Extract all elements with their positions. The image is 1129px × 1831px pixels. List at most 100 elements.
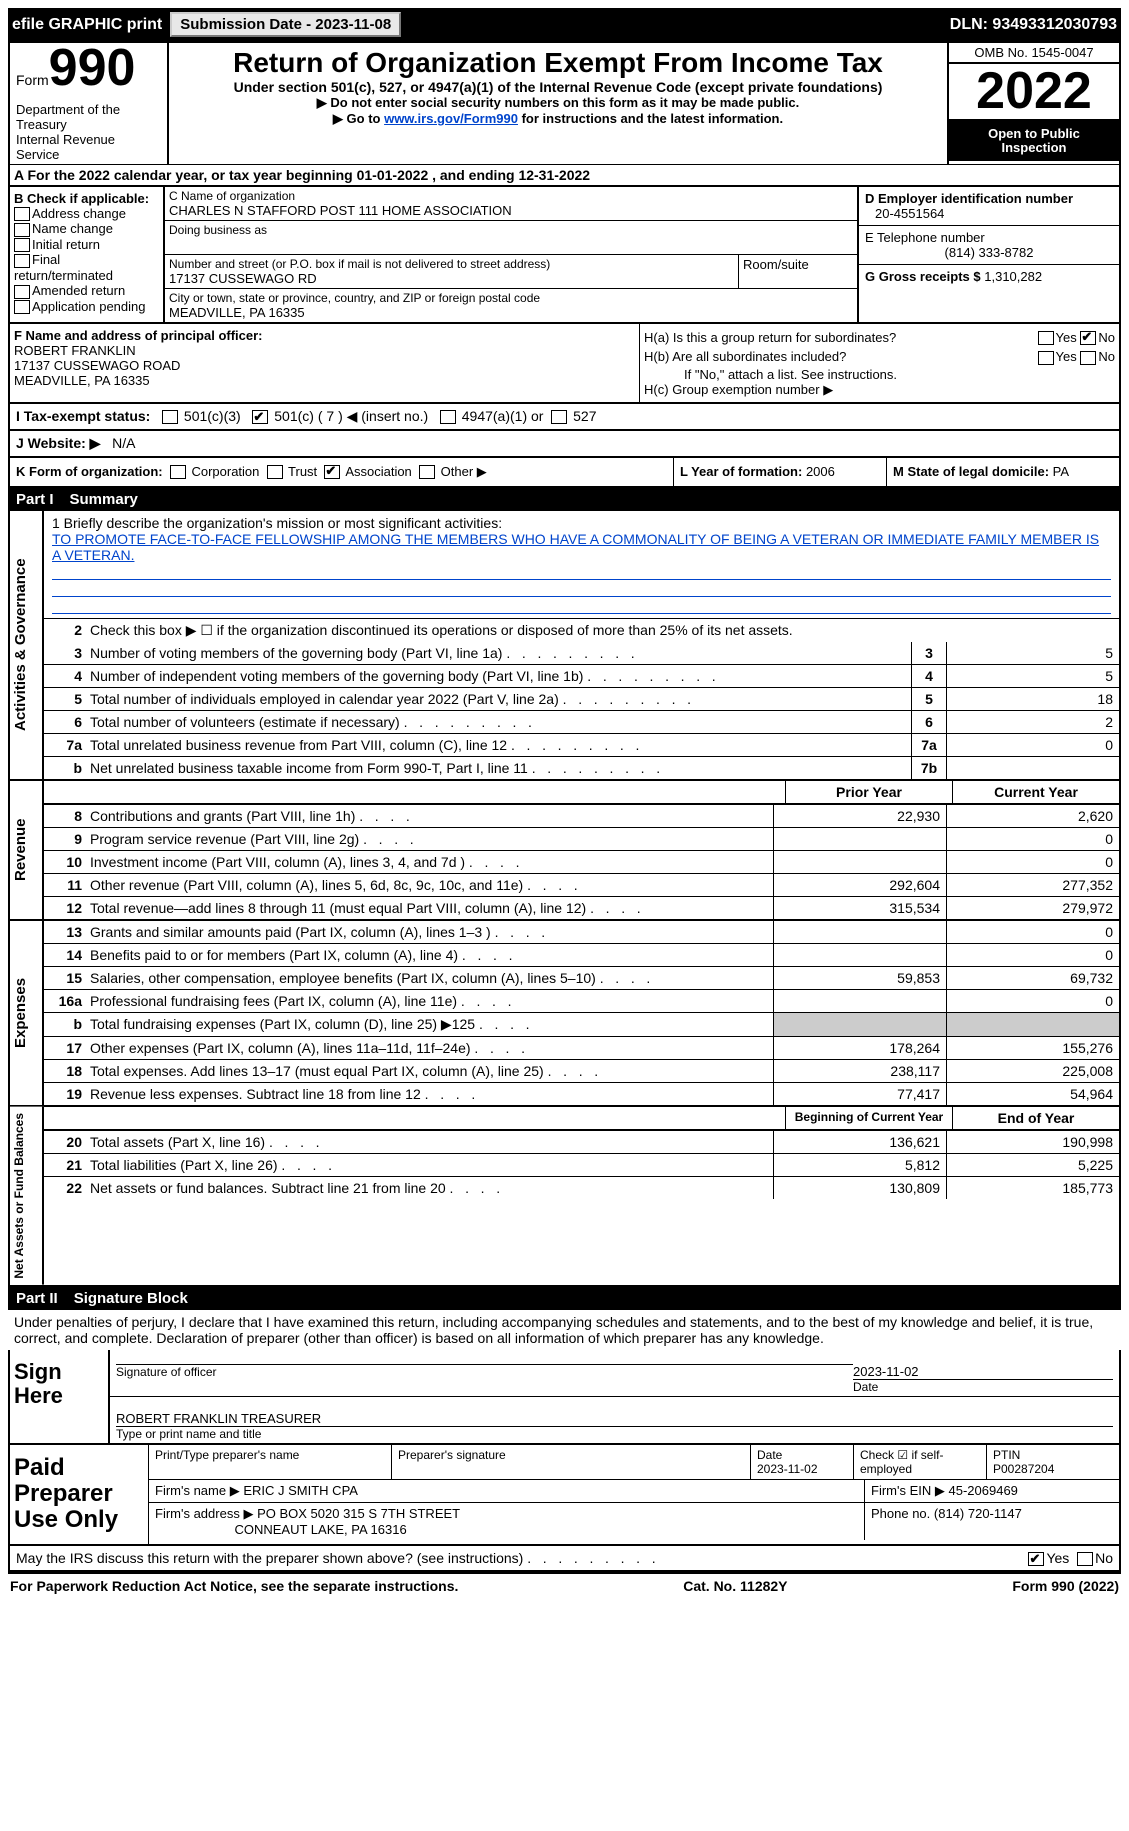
vtab-expenses: Expenses bbox=[10, 921, 44, 1105]
g-label: G Gross receipts $ bbox=[865, 269, 981, 284]
l-val: 2006 bbox=[806, 464, 835, 479]
opt-527: 527 bbox=[573, 408, 596, 424]
sig-name: ROBERT FRANKLIN TREASURER bbox=[116, 1411, 1113, 1426]
chk-amended[interactable] bbox=[14, 285, 30, 299]
prep-h2: Preparer's signature bbox=[392, 1445, 751, 1479]
sig-date: 2023-11-02 bbox=[853, 1364, 1113, 1379]
part2-title: Signature Block bbox=[74, 1290, 188, 1307]
opt-amended: Amended return bbox=[32, 283, 125, 298]
j-row: J Website: ▶ N/A bbox=[8, 431, 1121, 458]
hdr-curr: Current Year bbox=[952, 781, 1119, 803]
footer-left: For Paperwork Reduction Act Notice, see … bbox=[10, 1578, 458, 1594]
prep-h1: Print/Type preparer's name bbox=[149, 1445, 392, 1479]
prep-date-label: Date bbox=[757, 1448, 782, 1462]
form-number: 990 bbox=[49, 39, 136, 97]
opt-pending: Application pending bbox=[32, 299, 145, 314]
chk-pending[interactable] bbox=[14, 300, 30, 314]
firm-addr-label: Firm's address ▶ bbox=[155, 1506, 253, 1521]
ein-value: 20-4551564 bbox=[865, 206, 1113, 221]
omb-label: OMB No. 1545-0047 bbox=[949, 43, 1119, 64]
vtab-net: Net Assets or Fund Balances bbox=[10, 1107, 44, 1285]
signature-declaration: Under penalties of perjury, I declare th… bbox=[8, 1310, 1121, 1350]
opt-trust: Trust bbox=[288, 464, 317, 479]
chk-address[interactable] bbox=[14, 207, 30, 221]
part1-title: Summary bbox=[70, 491, 138, 508]
summary-line: 3 Number of voting members of the govern… bbox=[44, 642, 1119, 665]
form-sub2: ▶ Do not enter social security numbers o… bbox=[173, 95, 943, 111]
firm-addr1: PO BOX 5020 315 S 7TH STREET bbox=[257, 1506, 460, 1521]
kl-row: K Form of organization: Corporation Trus… bbox=[8, 458, 1121, 488]
part2-header: Part II Signature Block bbox=[8, 1287, 1121, 1310]
summary-line: 16a Professional fundraising fees (Part … bbox=[44, 990, 1119, 1013]
signature-block: Sign Here Signature of officer 2023-11-0… bbox=[8, 1350, 1121, 1445]
chk-initial[interactable] bbox=[14, 238, 30, 252]
sub3-pre: ▶ Go to bbox=[333, 111, 384, 126]
tax-year: 2022 bbox=[949, 64, 1119, 121]
opt-501c3: 501(c)(3) bbox=[184, 408, 241, 424]
form-title: Return of Organization Exempt From Incom… bbox=[173, 47, 943, 79]
efile-label: efile GRAPHIC print bbox=[12, 16, 162, 34]
opt-4947: 4947(a)(1) or bbox=[462, 408, 544, 424]
firm-phone: (814) 720-1147 bbox=[934, 1506, 1022, 1521]
submission-date-btn[interactable]: Submission Date - 2023-11-08 bbox=[170, 12, 401, 37]
revenue-body: Revenue Prior Year Current Year 8 Contri… bbox=[8, 781, 1121, 921]
chk-final[interactable] bbox=[14, 254, 30, 268]
chk-527[interactable] bbox=[551, 410, 567, 424]
chk-assoc[interactable] bbox=[324, 465, 340, 479]
irs-link[interactable]: www.irs.gov/Form990 bbox=[384, 111, 518, 126]
chk-4947[interactable] bbox=[440, 410, 456, 424]
footer-mid: Cat. No. 11282Y bbox=[683, 1578, 787, 1594]
chk-name[interactable] bbox=[14, 223, 30, 237]
i-row: I Tax-exempt status: 501(c)(3) 501(c) ( … bbox=[8, 404, 1121, 431]
firm-name: ERIC J SMITH CPA bbox=[243, 1483, 358, 1498]
footer-right: Form 990 (2022) bbox=[1012, 1578, 1119, 1594]
gross-receipts: 1,310,282 bbox=[984, 269, 1042, 284]
chk-501c[interactable] bbox=[252, 410, 268, 424]
l-label: L Year of formation: bbox=[680, 464, 802, 479]
inspection-label: Open to Public Inspection bbox=[949, 121, 1119, 162]
prep-title: Paid Preparer Use Only bbox=[10, 1445, 149, 1544]
chk-ha-no[interactable] bbox=[1080, 331, 1096, 345]
discuss-row: May the IRS discuss this return with the… bbox=[8, 1546, 1121, 1572]
chk-501c3[interactable] bbox=[162, 410, 178, 424]
firm-ein: 45-2069469 bbox=[949, 1483, 1018, 1498]
m-val: PA bbox=[1053, 464, 1069, 479]
form-label: Form bbox=[16, 72, 49, 88]
sig-officer-label: Signature of officer bbox=[116, 1364, 853, 1379]
dept-label: Department of the Treasury bbox=[16, 102, 161, 132]
chk-hb-yes[interactable] bbox=[1038, 351, 1054, 365]
chk-trust[interactable] bbox=[267, 465, 283, 479]
summary-line: 15 Salaries, other compensation, employe… bbox=[44, 967, 1119, 990]
opt-address: Address change bbox=[32, 206, 126, 221]
chk-discuss-no[interactable] bbox=[1077, 1552, 1093, 1566]
summary-line: 5 Total number of individuals employed i… bbox=[44, 688, 1119, 711]
prep-self-emp: Check ☑ if self-employed bbox=[854, 1445, 987, 1479]
sig-date-label: Date bbox=[853, 1379, 1113, 1394]
form-header: Form990 Department of the Treasury Inter… bbox=[8, 41, 1121, 164]
net-body: Net Assets or Fund Balances Beginning of… bbox=[8, 1107, 1121, 1287]
chk-hb-no[interactable] bbox=[1080, 351, 1096, 365]
officer-addr1: 17137 CUSSEWAGO ROAD bbox=[14, 358, 180, 373]
ptin-label: PTIN bbox=[993, 1448, 1020, 1462]
street-address: 17137 CUSSEWAGO RD bbox=[169, 271, 734, 286]
hdr-begin: Beginning of Current Year bbox=[785, 1107, 952, 1129]
row-a-tax-year: A For the 2022 calendar year, or tax yea… bbox=[8, 164, 1121, 187]
phone-value: (814) 333-8782 bbox=[865, 245, 1113, 260]
summary-line: 18 Total expenses. Add lines 13–17 (must… bbox=[44, 1060, 1119, 1083]
opt-assoc: Association bbox=[345, 464, 411, 479]
j-label: J Website: ▶ bbox=[16, 435, 100, 451]
sig-name-label: Type or print name and title bbox=[116, 1426, 1113, 1441]
summary-line: 19 Revenue less expenses. Subtract line … bbox=[44, 1083, 1119, 1105]
website-value: N/A bbox=[112, 435, 135, 451]
dln-label: DLN: 93493312030793 bbox=[950, 16, 1117, 34]
part1-tag: Part I bbox=[16, 491, 54, 508]
opt-initial: Initial return bbox=[32, 237, 100, 252]
expenses-body: Expenses 13 Grants and similar amounts p… bbox=[8, 921, 1121, 1107]
summary-line: 9 Program service revenue (Part VIII, li… bbox=[44, 828, 1119, 851]
chk-corp[interactable] bbox=[170, 465, 186, 479]
chk-ha-yes[interactable] bbox=[1038, 331, 1054, 345]
firm-phone-label: Phone no. bbox=[871, 1506, 930, 1521]
chk-discuss-yes[interactable] bbox=[1028, 1552, 1044, 1566]
hb-note: If "No," attach a list. See instructions… bbox=[644, 367, 1115, 382]
chk-other[interactable] bbox=[419, 465, 435, 479]
